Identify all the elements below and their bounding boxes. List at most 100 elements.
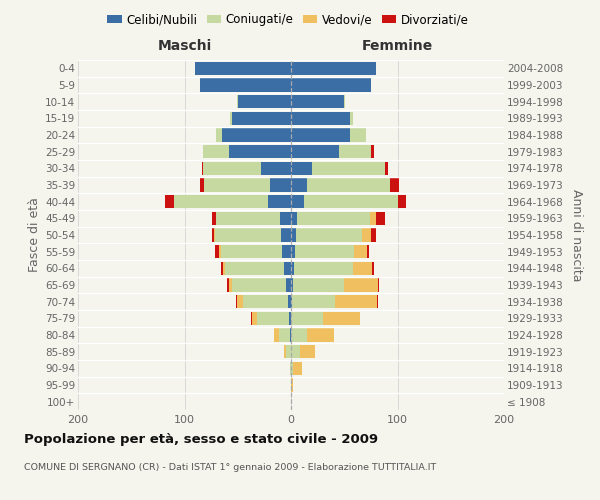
Bar: [294, 262, 353, 275]
Bar: [291, 212, 298, 225]
Bar: [284, 345, 286, 358]
Bar: [281, 228, 291, 241]
Bar: [289, 312, 291, 325]
Bar: [291, 228, 296, 241]
Bar: [227, 278, 229, 291]
Legend: Celibi/Nubili, Coniugati/e, Vedovi/e, Divorziati/e: Celibi/Nubili, Coniugati/e, Vedovi/e, Di…: [103, 8, 473, 31]
Bar: [229, 145, 291, 158]
Bar: [200, 78, 291, 92]
Bar: [268, 195, 291, 208]
Bar: [291, 112, 350, 125]
Bar: [236, 95, 238, 108]
Bar: [291, 312, 323, 325]
Bar: [274, 328, 279, 342]
Bar: [214, 228, 215, 241]
Bar: [286, 345, 291, 358]
Bar: [291, 195, 304, 208]
Bar: [290, 328, 291, 342]
Bar: [299, 345, 316, 358]
Bar: [215, 228, 281, 241]
Bar: [353, 262, 372, 275]
Bar: [344, 278, 379, 291]
Bar: [251, 312, 257, 325]
Bar: [288, 295, 291, 308]
Bar: [291, 95, 344, 108]
Bar: [203, 178, 270, 192]
Bar: [307, 178, 390, 192]
Bar: [261, 162, 291, 175]
Bar: [371, 145, 374, 158]
Bar: [221, 262, 223, 275]
Bar: [291, 345, 299, 358]
Text: Femmine: Femmine: [362, 39, 433, 53]
Bar: [229, 278, 232, 291]
Bar: [203, 162, 261, 175]
Y-axis label: Fasce di età: Fasce di età: [28, 198, 41, 272]
Bar: [236, 295, 243, 308]
Bar: [370, 212, 376, 225]
Bar: [195, 62, 291, 75]
Bar: [371, 228, 376, 241]
Bar: [291, 295, 292, 308]
Bar: [376, 212, 385, 225]
Bar: [284, 262, 291, 275]
Bar: [350, 112, 353, 125]
Bar: [221, 245, 283, 258]
Bar: [367, 245, 369, 258]
Bar: [257, 312, 289, 325]
Bar: [232, 278, 286, 291]
Bar: [291, 145, 339, 158]
Bar: [350, 128, 365, 141]
Bar: [202, 162, 203, 175]
Bar: [390, 178, 398, 192]
Bar: [280, 212, 291, 225]
Bar: [296, 228, 362, 241]
Bar: [377, 295, 379, 308]
Bar: [291, 78, 371, 92]
Bar: [270, 178, 291, 192]
Bar: [212, 228, 214, 241]
Bar: [291, 178, 307, 192]
Bar: [223, 262, 225, 275]
Bar: [291, 378, 293, 392]
Bar: [218, 245, 221, 258]
Bar: [291, 262, 294, 275]
Bar: [286, 278, 291, 291]
Bar: [313, 162, 385, 175]
Bar: [323, 312, 360, 325]
Bar: [398, 195, 406, 208]
Y-axis label: Anni di nascita: Anni di nascita: [570, 188, 583, 281]
Bar: [307, 328, 334, 342]
Bar: [230, 112, 232, 125]
Bar: [291, 328, 307, 342]
Bar: [293, 362, 302, 375]
Bar: [225, 262, 284, 275]
Bar: [304, 195, 398, 208]
Bar: [291, 278, 293, 291]
Bar: [372, 262, 374, 275]
Bar: [238, 95, 291, 108]
Bar: [295, 245, 354, 258]
Bar: [217, 212, 280, 225]
Bar: [243, 295, 288, 308]
Bar: [212, 212, 217, 225]
Bar: [293, 278, 344, 291]
Bar: [335, 295, 377, 308]
Bar: [279, 328, 290, 342]
Bar: [222, 128, 291, 141]
Bar: [291, 128, 350, 141]
Bar: [344, 95, 346, 108]
Bar: [217, 128, 222, 141]
Bar: [203, 145, 229, 158]
Bar: [166, 195, 174, 208]
Bar: [339, 145, 371, 158]
Bar: [291, 62, 376, 75]
Text: Maschi: Maschi: [157, 39, 212, 53]
Text: Popolazione per età, sesso e stato civile - 2009: Popolazione per età, sesso e stato civil…: [24, 432, 378, 446]
Bar: [292, 295, 335, 308]
Text: COMUNE DI SERGNANO (CR) - Dati ISTAT 1° gennaio 2009 - Elaborazione TUTTITALIA.I: COMUNE DI SERGNANO (CR) - Dati ISTAT 1° …: [24, 462, 436, 471]
Bar: [232, 112, 291, 125]
Bar: [291, 245, 295, 258]
Bar: [362, 228, 371, 241]
Bar: [298, 212, 370, 225]
